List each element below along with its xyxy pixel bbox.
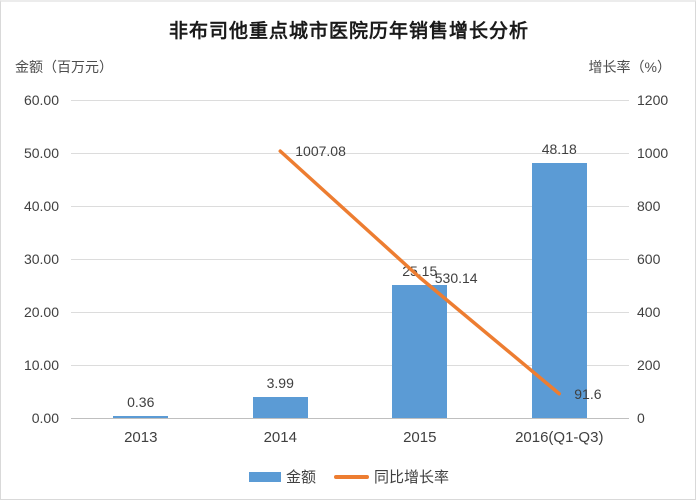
y-tick-right-5: 1000: [637, 145, 669, 161]
bar-2014: [252, 396, 308, 418]
y-tick-left-1: 10.00: [23, 357, 59, 373]
line-value-label-2014: 1007.08: [295, 143, 346, 160]
right-axis-title: 增长率（%）: [588, 59, 671, 75]
bar-value-label-2013: 0.36: [127, 394, 155, 411]
legend-item-amount: 金额: [248, 466, 316, 487]
bar-2013: [113, 416, 169, 418]
y-tick-left-0: 0.00: [31, 410, 59, 426]
bar-value-label-2014: 3.99: [266, 374, 294, 391]
y-tick-right-1: 200: [637, 357, 661, 373]
y-tick-right-3: 600: [637, 251, 661, 267]
gridline-0: [71, 417, 629, 419]
bar-value-label-2016(Q1-Q3): 48.18: [541, 140, 577, 157]
bar-2015: [392, 284, 448, 418]
legend-line-swatch: [334, 474, 369, 479]
y-tick-right-0: 0: [637, 410, 645, 426]
x-label-2015: 2015: [403, 429, 437, 446]
legend-label: 同比增长率: [374, 469, 450, 486]
x-label-2016(Q1-Q3): 2016(Q1-Q3): [515, 429, 604, 446]
legend: 金额 同比增长率: [1, 466, 695, 487]
y-tick-right-6: 1200: [637, 92, 669, 108]
y-tick-left-5: 50.00: [23, 145, 59, 161]
left-axis-title: 金额（百万元）: [15, 59, 113, 75]
y-tick-left-6: 60.00: [23, 92, 59, 108]
y-tick-right-4: 800: [637, 198, 661, 214]
y-tick-left-3: 30.00: [23, 251, 59, 267]
line-value-label-2016(Q1-Q3): 91.6: [574, 385, 602, 402]
y-tick-left-4: 40.00: [23, 198, 59, 214]
bar-2016(Q1-Q3): [531, 162, 587, 418]
x-label-2014: 2014: [263, 429, 297, 446]
legend-item-growth-rate: 同比增长率: [334, 466, 449, 487]
gridline-6: [71, 99, 629, 101]
legend-bar-swatch: [248, 471, 281, 482]
y-tick-right-2: 400: [637, 304, 661, 320]
chart-title: 非布司他重点城市医院历年销售增长分析: [168, 21, 529, 42]
x-label-2013: 2013: [124, 429, 158, 446]
line-value-label-2015: 530.14: [434, 269, 478, 286]
y-tick-left-2: 20.00: [23, 304, 59, 320]
legend-label: 金额: [285, 469, 316, 486]
